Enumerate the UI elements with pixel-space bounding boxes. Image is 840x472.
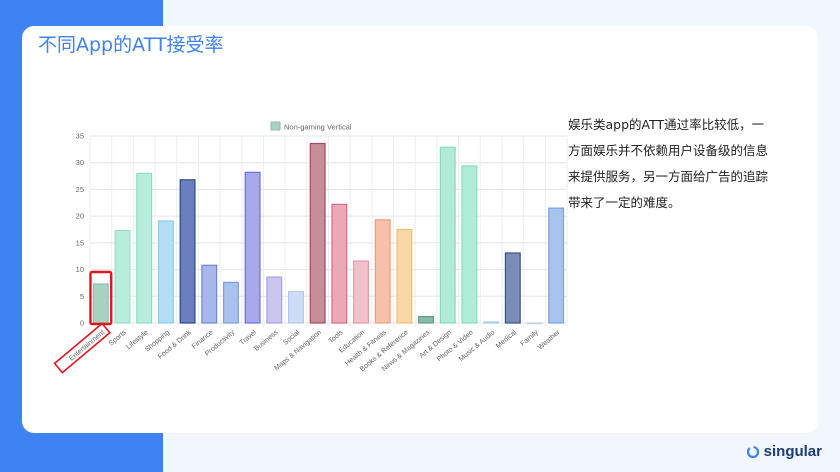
highlight-label-box bbox=[53, 322, 111, 374]
x-tick-label: Business bbox=[253, 329, 280, 353]
bar bbox=[92, 283, 109, 324]
bar bbox=[526, 322, 543, 325]
bar bbox=[179, 179, 196, 324]
brand-logo: singular bbox=[746, 443, 822, 460]
y-tick-label: 30 bbox=[76, 158, 84, 167]
page-title: 不同App的ATT接受率 bbox=[38, 34, 224, 56]
bar bbox=[353, 260, 369, 324]
x-tick-label: Travel bbox=[239, 329, 259, 347]
x-tick-label: Medical bbox=[495, 329, 518, 350]
y-tick-label: 25 bbox=[76, 185, 84, 194]
bar bbox=[418, 315, 435, 324]
legend-label: Non-gaming Vertical bbox=[284, 123, 352, 132]
bar bbox=[136, 172, 153, 324]
bar bbox=[548, 207, 565, 324]
legend-swatch bbox=[270, 121, 281, 131]
bars bbox=[92, 142, 565, 325]
y-tick-label: 0 bbox=[80, 319, 84, 328]
bar bbox=[483, 321, 500, 324]
y-tick-label: 10 bbox=[76, 265, 84, 274]
att-bar-chart: Non-gaming Vertical 0 5 10 15 20 25 30 35 Enter… bbox=[53, 121, 568, 374]
bar bbox=[396, 228, 413, 324]
x-tick-label: Social bbox=[282, 329, 301, 347]
bar bbox=[374, 219, 391, 324]
bar bbox=[201, 264, 218, 324]
bar bbox=[288, 290, 304, 324]
description-text: 娱乐类app的ATT通过率比较低，一方面娱乐并不依赖用户设备级的信息来提供服务，… bbox=[568, 117, 769, 210]
bar bbox=[504, 252, 521, 324]
x-tick-label: Weather bbox=[537, 329, 562, 352]
legend: Non-gaming Vertical bbox=[270, 121, 352, 132]
x-axis-labels: Entertainment SportsLifestyleShoppingFood… bbox=[68, 329, 562, 374]
bar bbox=[222, 281, 239, 324]
bar bbox=[461, 165, 478, 324]
y-tick-label: 20 bbox=[76, 212, 84, 221]
y-axis-ticks: 0 5 10 15 20 25 30 35 bbox=[76, 132, 84, 328]
x-tick-label: Entertainment bbox=[68, 329, 106, 362]
y-tick-label: 5 bbox=[80, 292, 84, 301]
singular-logo-icon bbox=[746, 445, 759, 458]
bar bbox=[266, 276, 283, 324]
highlight-annotation bbox=[53, 270, 113, 374]
bar bbox=[439, 146, 456, 324]
grid-lines bbox=[89, 135, 568, 327]
y-tick-label: 15 bbox=[76, 238, 84, 247]
bar bbox=[157, 220, 174, 324]
bar bbox=[309, 142, 326, 324]
y-tick-label: 35 bbox=[76, 132, 84, 141]
x-tick-label: Tools bbox=[328, 329, 345, 345]
bar bbox=[244, 171, 261, 324]
bar bbox=[114, 229, 131, 324]
bar bbox=[331, 203, 348, 324]
brand-name: singular bbox=[763, 443, 822, 460]
